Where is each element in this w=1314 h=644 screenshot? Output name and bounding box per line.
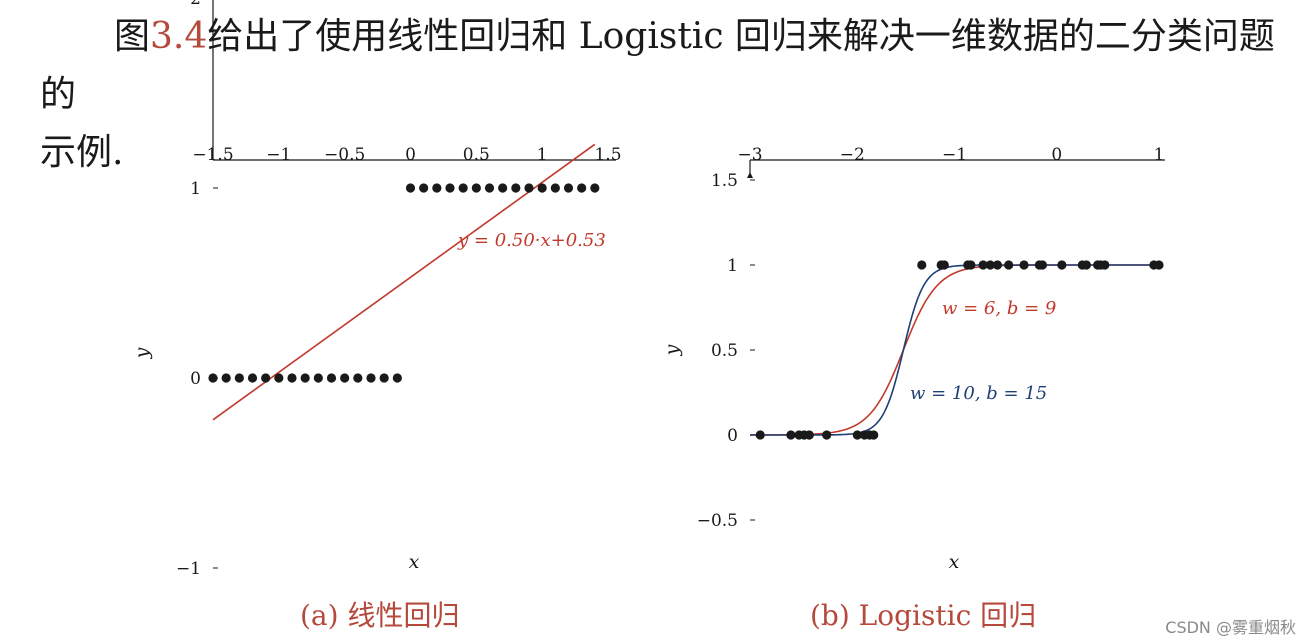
x-tick-label: 1.5 <box>594 145 621 165</box>
figure-reference-link[interactable]: 3.4 <box>150 16 208 57</box>
data-point <box>419 183 429 193</box>
data-point <box>208 373 218 383</box>
intro-paragraph: 图3.4给出了使用线性回归和 Logistic 回归来解决一维数据的二分类问题的… <box>40 8 1280 182</box>
y-axis-arrow <box>747 172 753 178</box>
fit-line-label: y = 0.50·x+0.53 <box>457 230 606 251</box>
data-point <box>484 183 495 193</box>
data-point <box>1037 260 1048 270</box>
x-tick-label: −2 <box>840 145 865 165</box>
data-point <box>966 260 976 270</box>
y-tick-label: −0.5 <box>697 511 738 531</box>
data-point <box>261 373 271 383</box>
data-point <box>392 373 402 383</box>
data-point <box>234 373 244 383</box>
y-axis-label: y <box>131 347 153 359</box>
fit-line-label: w = 6, b = 9 <box>942 298 1056 319</box>
data-point <box>300 373 310 383</box>
data-point <box>939 260 949 270</box>
data-point <box>577 183 587 193</box>
fit-line-sigmoid-0 <box>750 264 1159 436</box>
fit-line-linear <box>212 143 596 421</box>
data-point <box>1081 260 1092 270</box>
data-point <box>755 430 765 440</box>
data-point <box>786 430 796 440</box>
data-point <box>366 373 376 383</box>
paragraph-line1: 给出了使用线性回归和 Logistic 回归来解决一维数据的二分类问题的 <box>40 16 1275 115</box>
data-point <box>274 373 284 383</box>
data-point <box>458 183 468 193</box>
data-point <box>1019 260 1029 270</box>
watermark: CSDN @雾重烟秋 <box>1165 618 1296 637</box>
y-tick-label: 1 <box>190 179 201 199</box>
y-tick-label: 0.5 <box>711 341 738 361</box>
x-axis-label: x <box>949 551 960 573</box>
data-point <box>1154 260 1164 270</box>
y-tick-label: −1 <box>176 559 201 579</box>
x-tick-label: 1 <box>1154 145 1165 165</box>
y-tick-label: 2 <box>190 0 201 9</box>
data-point <box>405 183 416 193</box>
x-tick-label: −1.5 <box>192 145 233 165</box>
data-point <box>590 183 600 193</box>
data-point <box>852 430 862 440</box>
x-tick-label: 1 <box>537 145 548 165</box>
data-point <box>326 373 337 383</box>
data-point <box>563 183 574 193</box>
logistic-regression-chart: −3 −2 −1 0 1 −0.5 0 0.5 1 1.5 x y w = 6, b = 9 w = 10… <box>661 145 1165 573</box>
y-axis-label: y <box>661 344 683 356</box>
x-tick-label: 0.5 <box>463 145 490 165</box>
data-point <box>511 183 521 193</box>
data-point <box>498 183 508 193</box>
x-tick-label: −3 <box>737 145 762 165</box>
y-tick-label: 1.5 <box>711 171 738 191</box>
x-tick-label: −1 <box>942 145 967 165</box>
data-point <box>287 373 297 383</box>
paragraph-prefix: 图 <box>114 16 151 57</box>
x-tick-label: 0 <box>1051 145 1062 165</box>
linear-regression-chart: −1.5 −1 −0.5 0 0.5 1 1.5 −1 0 1 2 x y y = 0.50·x+0.53 <box>131 0 622 579</box>
fit-line-sigmoid-1 <box>750 264 1159 436</box>
x-tick-label: −0.5 <box>324 145 365 165</box>
data-point <box>247 373 258 383</box>
data-point <box>353 373 363 383</box>
y-tick-label: 1 <box>727 256 738 276</box>
data-point <box>992 260 1003 270</box>
data-point <box>471 183 481 193</box>
data-point <box>804 430 814 440</box>
x-tick-label: 0 <box>405 145 416 165</box>
caption-b: (b) Logistic 回归 <box>810 599 1037 632</box>
data-point <box>1100 260 1110 270</box>
data-point <box>537 183 547 193</box>
x-tick-label: −1 <box>266 145 291 165</box>
data-point <box>340 373 350 383</box>
data-point <box>978 260 988 270</box>
data-point <box>985 260 995 270</box>
x-axis-label: x <box>409 551 420 573</box>
data-point <box>445 183 455 193</box>
data-point <box>1057 260 1067 270</box>
paragraph-line2: 示例. <box>40 132 124 173</box>
data-point <box>822 430 832 440</box>
data-point <box>432 183 442 193</box>
data-point <box>221 373 231 383</box>
data-point <box>379 373 389 383</box>
data-point <box>869 430 879 440</box>
data-point <box>524 183 534 193</box>
fit-line-label: w = 10, b = 15 <box>910 383 1047 404</box>
data-point <box>1004 260 1014 270</box>
data-point <box>313 373 323 383</box>
y-tick-label: 0 <box>727 426 738 446</box>
caption-a: (a) 线性回归 <box>300 599 460 632</box>
data-point <box>917 260 927 270</box>
data-point <box>550 183 560 193</box>
y-tick-label: 0 <box>190 369 201 389</box>
